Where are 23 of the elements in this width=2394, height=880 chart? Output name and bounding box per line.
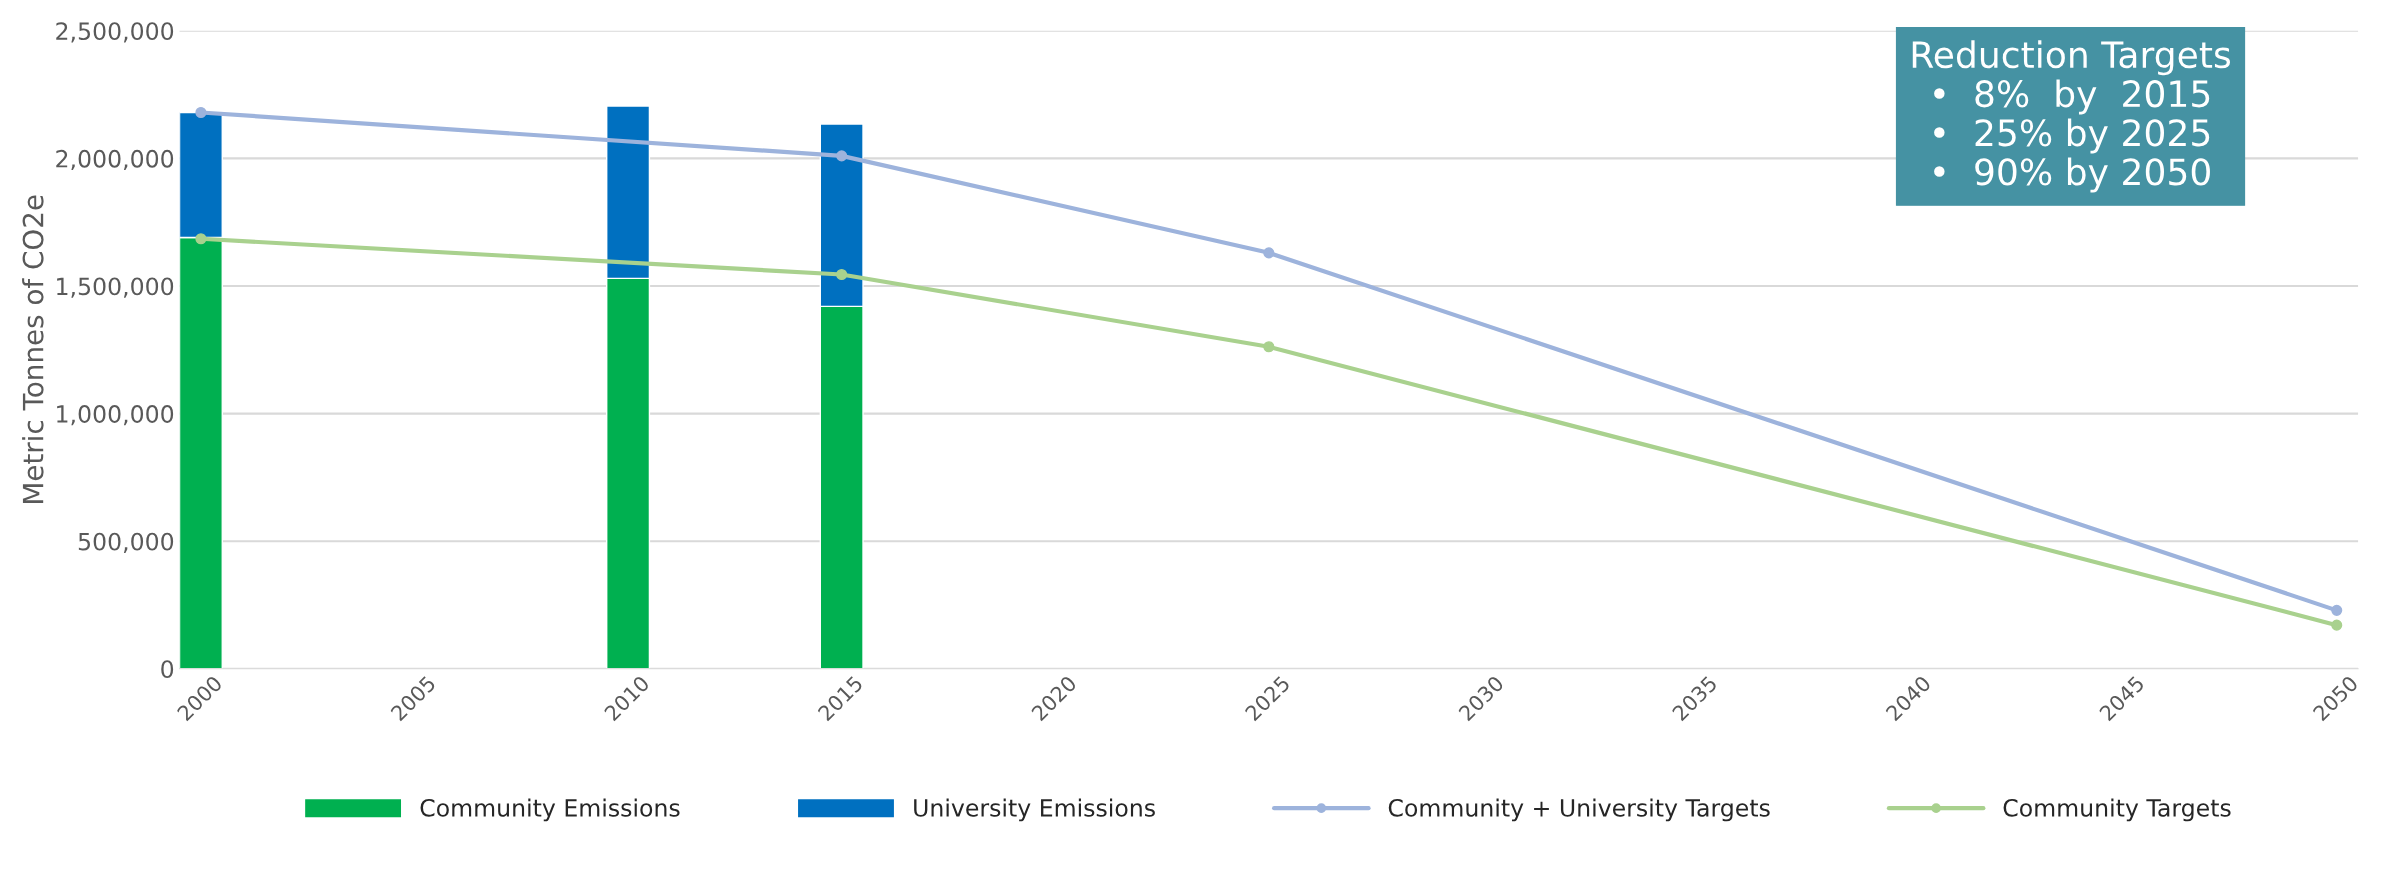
point bbox=[2331, 604, 2343, 616]
legend-label: Community Emissions bbox=[420, 798, 680, 822]
annotation: • 25% by 2025 bbox=[1934, 118, 2210, 154]
y-tick-label: 1,000,000 bbox=[57, 405, 174, 426]
point bbox=[836, 268, 848, 281]
point bbox=[195, 106, 207, 119]
y-tick-label: 500,000 bbox=[78, 532, 174, 553]
legend-label: University Emissions bbox=[914, 798, 1155, 822]
point bbox=[836, 150, 848, 162]
annotation: Reduction Targets bbox=[1912, 40, 2231, 76]
y-axis-title: Metric Tonnes of CO2e bbox=[22, 195, 44, 503]
y-tick-label: 0 bbox=[161, 660, 174, 679]
point bbox=[1263, 247, 1275, 259]
point bbox=[195, 233, 207, 245]
y-tick-label: 2,500,000 bbox=[56, 22, 174, 43]
point bbox=[1263, 341, 1275, 353]
y-tick-label: 1,500,000 bbox=[57, 277, 174, 298]
legend-label: Community + University Targets bbox=[1388, 798, 1770, 822]
annotation: • 90% by 2050 bbox=[1934, 157, 2210, 193]
y-tick-label: 2,000,000 bbox=[56, 149, 174, 171]
legend-label: Community Targets bbox=[2003, 798, 2231, 822]
annotation: • 8% by 2015 bbox=[1934, 79, 2210, 115]
point bbox=[2331, 619, 2343, 631]
